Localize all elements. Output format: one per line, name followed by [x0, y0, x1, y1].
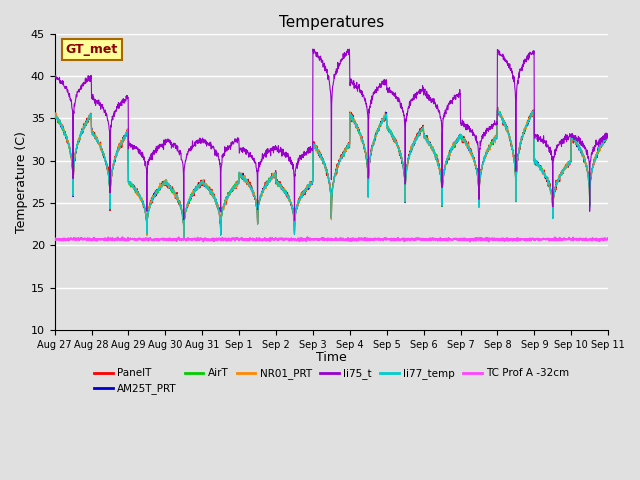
Y-axis label: Temperature (C): Temperature (C) [15, 131, 28, 233]
Legend: PanelT, AM25T_PRT, AirT, NR01_PRT, li75_t, li77_temp, TC Prof A -32cm: PanelT, AM25T_PRT, AirT, NR01_PRT, li75_… [90, 364, 573, 398]
X-axis label: Time: Time [316, 351, 347, 364]
Title: Temperatures: Temperatures [279, 15, 384, 30]
Text: GT_met: GT_met [66, 43, 118, 56]
